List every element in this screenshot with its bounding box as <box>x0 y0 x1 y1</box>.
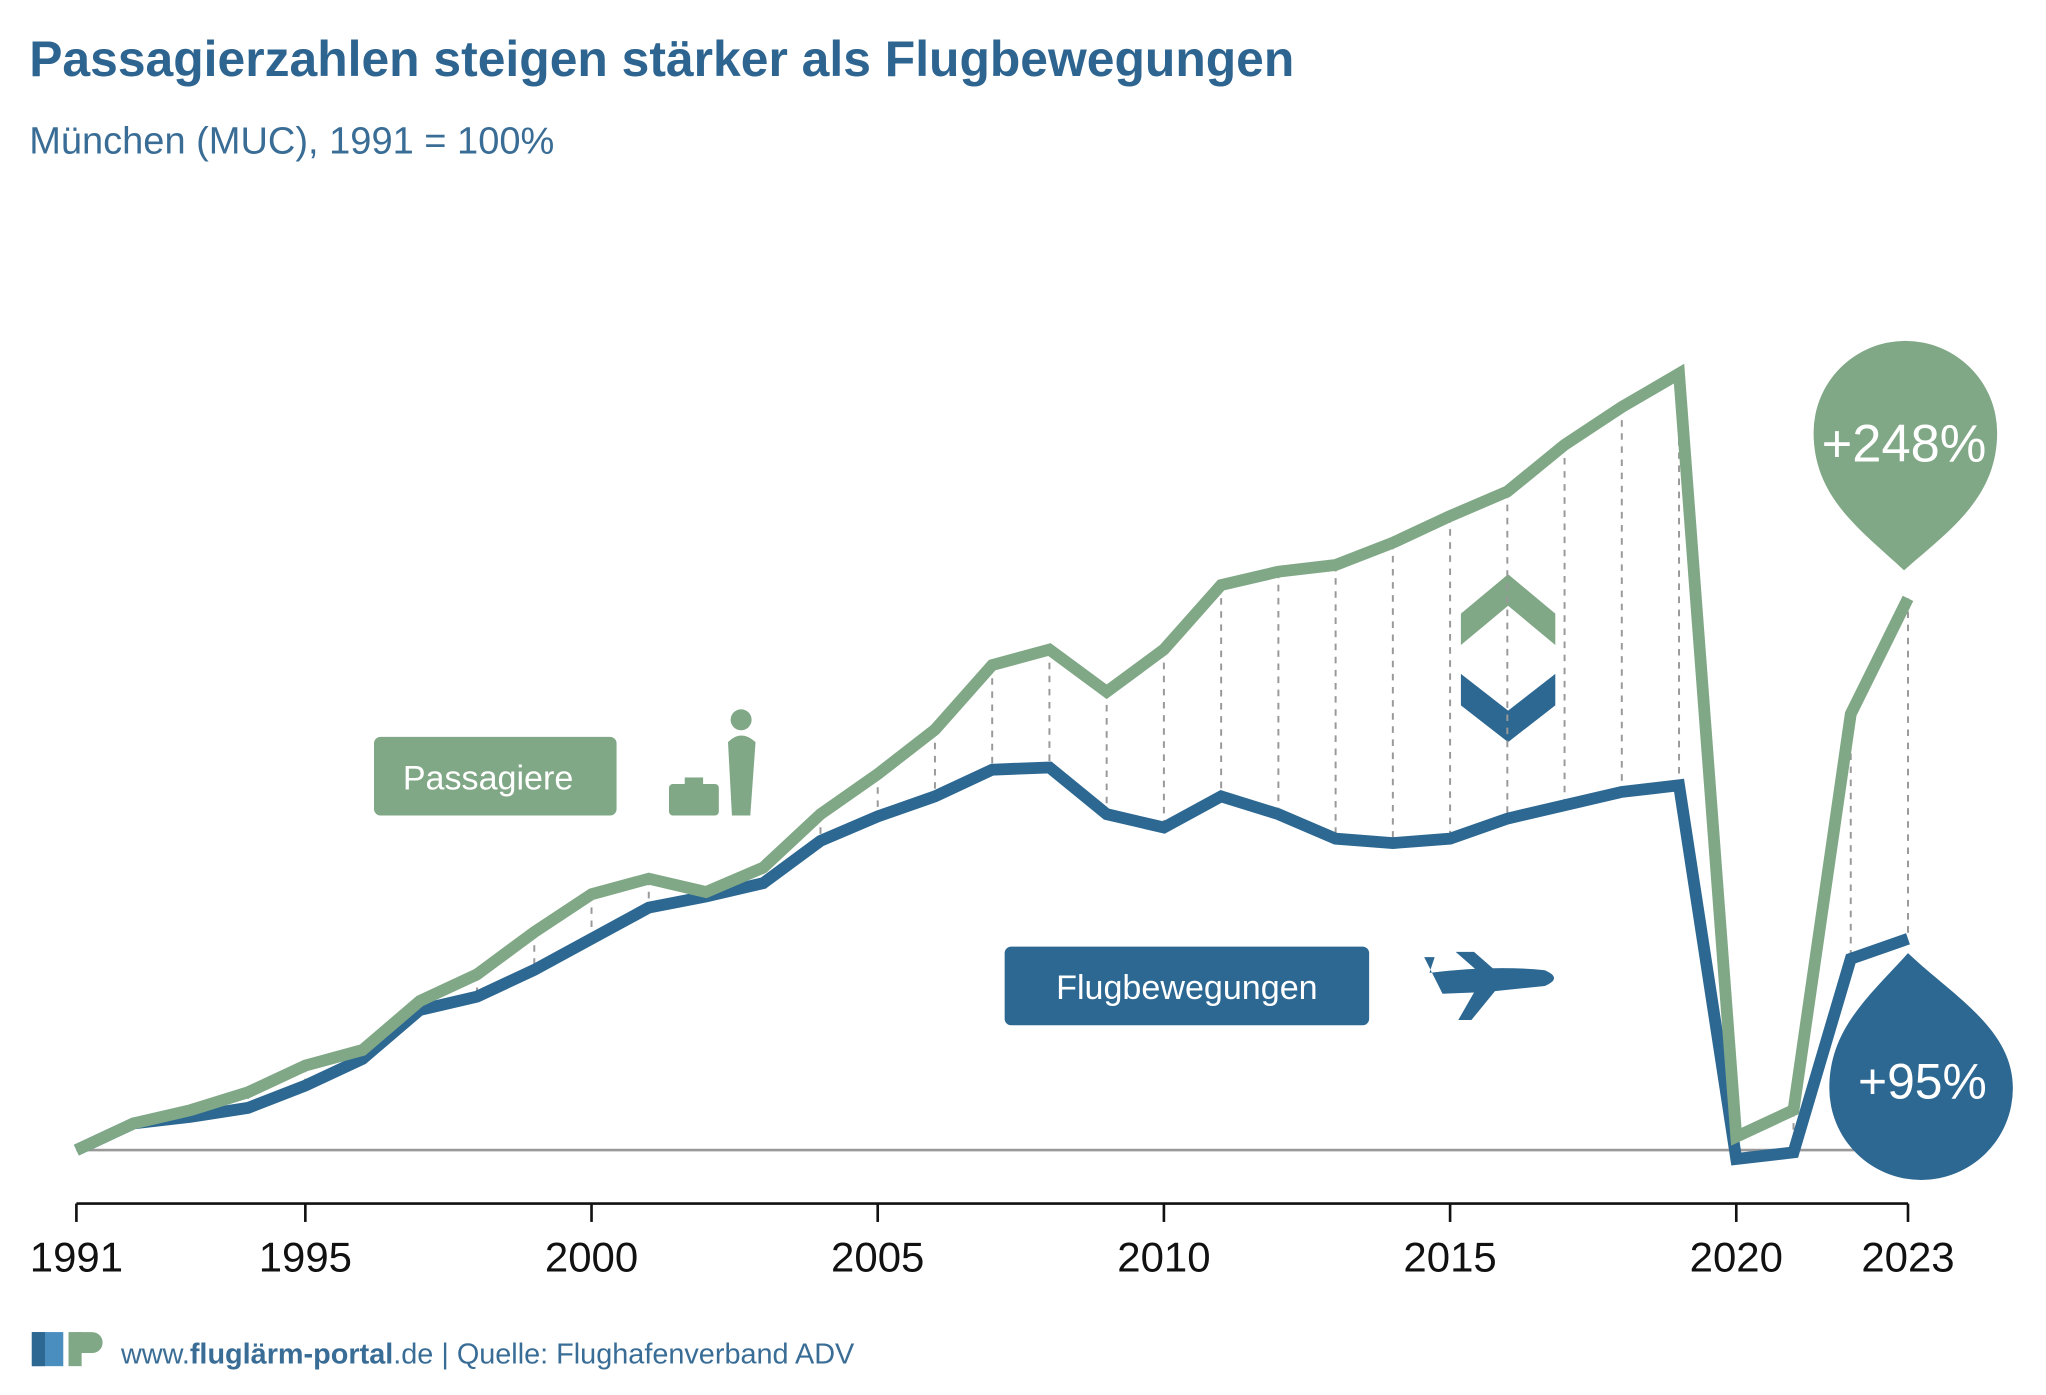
logo <box>31 1332 103 1367</box>
passenger-icon <box>669 709 756 816</box>
plane-icon <box>1424 951 1554 1021</box>
x-tick-label: 2020 <box>1690 1234 1783 1281</box>
series-line <box>73 761 1910 1166</box>
legend-box <box>374 736 617 816</box>
x-tick-label: 2005 <box>831 1234 924 1281</box>
legend-box <box>1004 946 1370 1026</box>
annotation: +248% <box>1822 416 1987 474</box>
legend-label: Flugbewegungen <box>1056 969 1317 1007</box>
x-tick-label: 1995 <box>259 1234 352 1281</box>
legend-label: Passagiere <box>403 759 573 797</box>
footer-prefix: www. <box>120 1339 190 1371</box>
chart-subtitle: München (MUC), 1991 = 100% <box>29 120 554 162</box>
x-tick-label: 2000 <box>545 1234 638 1281</box>
annotation-drop <box>1813 340 1998 571</box>
footer-bold: fluglärm-portal <box>190 1339 393 1371</box>
footer: www.fluglärm-portal.de | Quelle: Flughaf… <box>120 1339 855 1371</box>
x-tick-label: 2023 <box>1861 1234 1954 1281</box>
footer-suffix: .de | Quelle: Flughafenverband ADV <box>393 1339 855 1371</box>
series-line <box>73 363 1914 1156</box>
chart-title: Passagierzahlen steigen stärker als Flug… <box>29 31 1294 87</box>
x-tick-label: 2010 <box>1117 1234 1210 1281</box>
annotation-drop <box>1829 953 2013 1180</box>
x-tick-label: 2015 <box>1403 1234 1496 1281</box>
annotation: +95% <box>1858 1054 1987 1110</box>
x-tick-label: 1991 <box>30 1234 123 1281</box>
